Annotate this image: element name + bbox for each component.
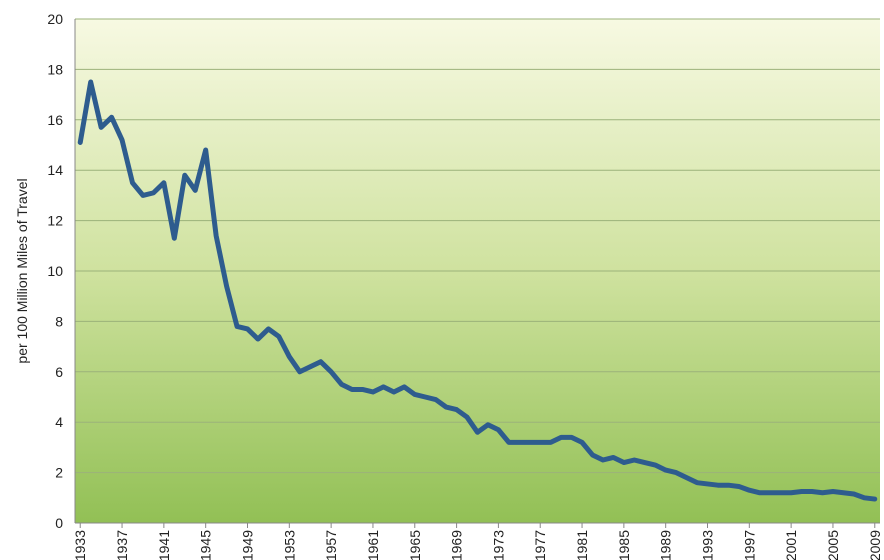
x-tick-label: 1933 bbox=[72, 530, 88, 560]
x-tick-label: 1949 bbox=[240, 530, 256, 560]
y-tick-label: 4 bbox=[55, 414, 63, 430]
y-axis-label: per 100 Million Miles of Travel bbox=[14, 178, 30, 363]
x-tick-label: 1985 bbox=[616, 530, 632, 560]
x-tick-label: 1965 bbox=[407, 530, 423, 560]
x-tick-label: 1941 bbox=[156, 530, 172, 560]
y-tick-label: 0 bbox=[55, 515, 63, 531]
x-tick-label: 1945 bbox=[198, 530, 214, 560]
y-tick-label: 10 bbox=[47, 263, 63, 279]
y-tick-label: 2 bbox=[55, 465, 63, 481]
x-tick-label: 1953 bbox=[281, 530, 297, 560]
y-tick-label: 6 bbox=[55, 364, 63, 380]
x-tick-label: 1981 bbox=[574, 530, 590, 560]
y-tick-label: 16 bbox=[47, 112, 63, 128]
y-tick-label: 20 bbox=[47, 11, 63, 27]
y-tick-label: 14 bbox=[47, 162, 63, 178]
x-tick-label: 1977 bbox=[532, 530, 548, 560]
x-tick-label: 1989 bbox=[658, 530, 674, 560]
x-tick-label: 1961 bbox=[365, 530, 381, 560]
x-tick-label: 1993 bbox=[700, 530, 716, 560]
x-tick-label: 1973 bbox=[490, 530, 506, 560]
data-line bbox=[77, 79, 878, 502]
y-tick-label: 18 bbox=[47, 61, 63, 77]
y-tick-label: 12 bbox=[47, 213, 63, 229]
x-tick-label: 2001 bbox=[783, 530, 799, 560]
x-tick-label: 2005 bbox=[825, 530, 841, 560]
x-tick-label: 1969 bbox=[449, 530, 465, 560]
y-tick-label: 8 bbox=[55, 313, 63, 329]
x-tick-label: 2009 bbox=[867, 530, 883, 560]
x-tick-label: 1997 bbox=[741, 530, 757, 560]
x-tick-label: 1957 bbox=[323, 530, 339, 560]
x-tick-label: 1937 bbox=[114, 530, 130, 560]
